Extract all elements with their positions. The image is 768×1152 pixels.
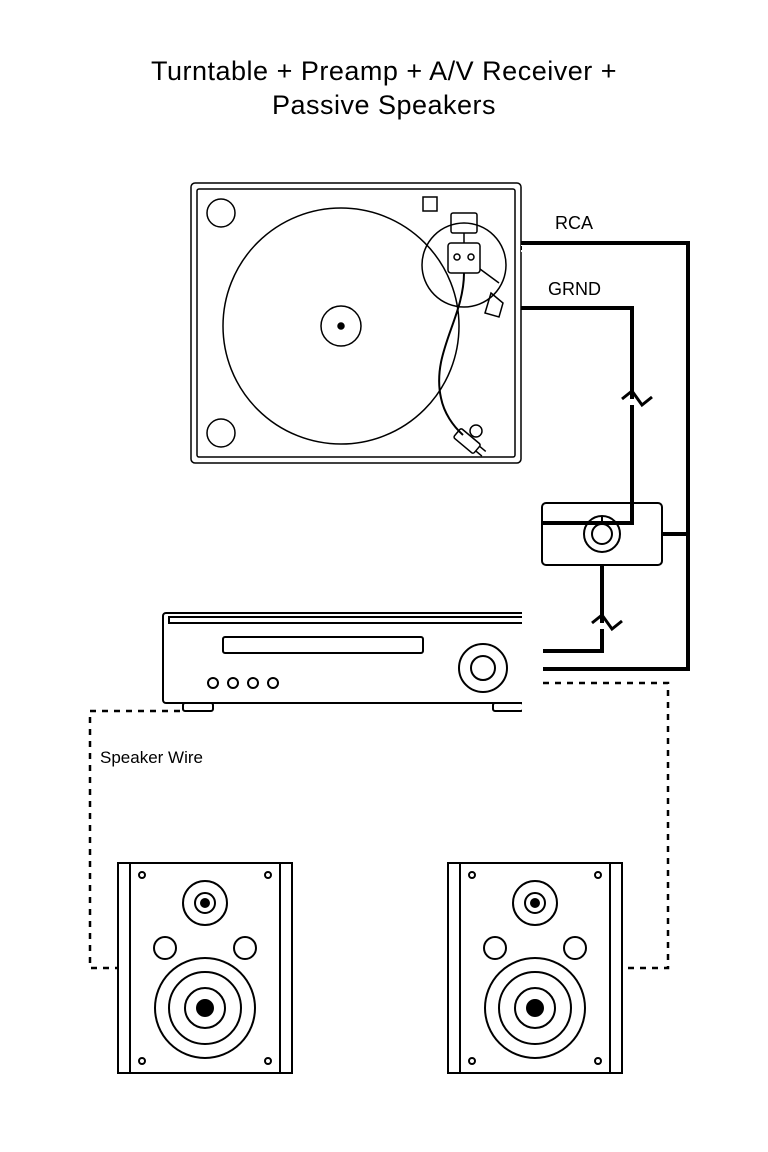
diagram-title: Turntable + Preamp + A/V Receiver + Pass… <box>0 0 768 123</box>
wiring-diagram-svg: RCA GRND Speaker Wire <box>0 123 768 1133</box>
title-line-2: Passive Speakers <box>272 90 496 120</box>
diagram-root: Turntable + Preamp + A/V Receiver + Pass… <box>0 0 768 1138</box>
receiver-icon <box>163 613 543 711</box>
label-rca: RCA <box>555 213 593 233</box>
label-grnd: GRND <box>548 279 601 299</box>
label-speaker-wire: Speaker Wire <box>100 748 203 767</box>
speaker-left-icon <box>118 863 292 1073</box>
turntable-icon <box>191 183 521 463</box>
title-line-1: Turntable + Preamp + A/V Receiver + <box>151 56 617 86</box>
cable-speaker-right <box>543 683 668 968</box>
preamp-icon-redraw <box>542 503 662 565</box>
speaker-right-icon <box>448 863 622 1073</box>
